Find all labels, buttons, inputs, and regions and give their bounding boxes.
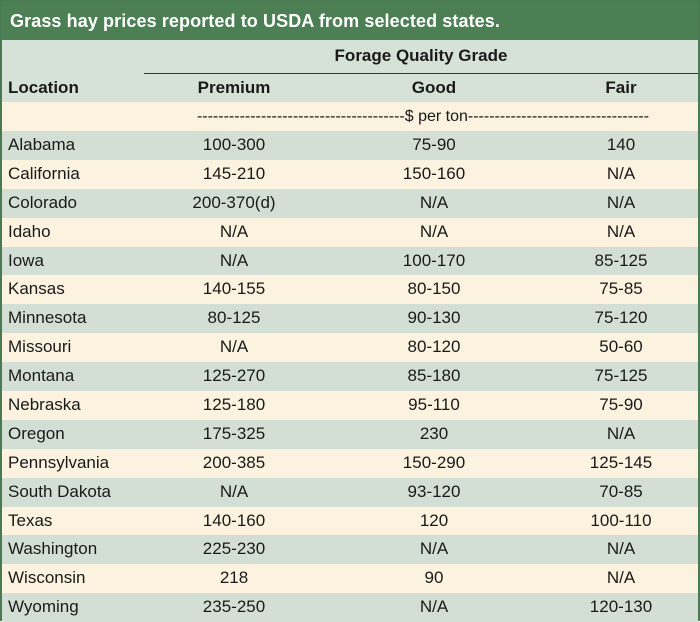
fair-cell: 50-60 bbox=[599, 337, 643, 357]
table-row: Washington 225-230 N/A N/A bbox=[2, 535, 698, 565]
table-row: South Dakota N/A 93-120 70-85 bbox=[2, 477, 698, 507]
fair-cell: N/A bbox=[606, 163, 636, 183]
fair-cell: 140 bbox=[606, 135, 636, 154]
premium-cell: 218 bbox=[219, 568, 249, 588]
location-cell: Wyoming bbox=[8, 597, 79, 617]
location-cell: Kansas bbox=[8, 279, 65, 299]
location-cell: South Dakota bbox=[8, 481, 112, 501]
fair-cell: 120-130 bbox=[589, 597, 653, 617]
premium-cell: 140-155 bbox=[202, 279, 266, 299]
location-cell: Colorado bbox=[8, 192, 77, 212]
good-cell: 85-180 bbox=[407, 366, 461, 386]
fair-cell: N/A bbox=[606, 423, 636, 443]
table-row: Colorado 200-370(d) N/A N/A bbox=[2, 188, 698, 218]
location-cell: California bbox=[8, 163, 80, 183]
good-cell: 100-170 bbox=[402, 250, 466, 270]
location-cell: Texas bbox=[8, 510, 53, 530]
premium-cell: 100-300 bbox=[202, 135, 266, 154]
location-cell: Missouri bbox=[8, 337, 72, 357]
table-row: Wisconsin 218 90 N/A bbox=[2, 564, 698, 594]
table-row: Texas 140-160 120 100-110 bbox=[2, 506, 698, 536]
units-row: ---------------------------------------$… bbox=[2, 102, 698, 131]
units-left-dashes: --------------------------------------- bbox=[196, 108, 405, 125]
forage-quality-grade-heading: Forage Quality Grade bbox=[334, 46, 508, 65]
table-row: Pennsylvania 200-385 150-290 125-145 bbox=[2, 448, 698, 478]
fair-cell: N/A bbox=[606, 221, 636, 241]
fair-cell: 125-145 bbox=[589, 452, 653, 472]
premium-cell: N/A bbox=[219, 337, 249, 357]
fair-cell: 70-85 bbox=[599, 481, 643, 501]
good-cell: 93-120 bbox=[407, 481, 461, 501]
premium-cell: N/A bbox=[219, 481, 249, 501]
table-row: Idaho N/A N/A N/A bbox=[2, 217, 698, 247]
table-row: Kansas 140-155 80-150 75-85 bbox=[2, 275, 698, 305]
good-cell: N/A bbox=[419, 539, 449, 559]
table-row: Oregon 175-325 230 N/A bbox=[2, 419, 698, 449]
location-cell: Montana bbox=[8, 366, 75, 386]
table-row: Missouri N/A 80-120 50-60 bbox=[2, 333, 698, 363]
table-row: Nebraska 125-180 95-110 75-90 bbox=[2, 391, 698, 420]
fair-cell: 75-90 bbox=[599, 395, 643, 415]
location-cell: Pennsylvania bbox=[8, 452, 110, 472]
premium-cell: 145-210 bbox=[202, 163, 266, 183]
table-header: Forage Quality Grade Location Premium Go… bbox=[2, 40, 698, 102]
location-cell: Minnesota bbox=[8, 308, 87, 328]
location-cell: Nebraska bbox=[8, 395, 81, 415]
premium-cell: 80-125 bbox=[207, 308, 261, 328]
fair-cell: 100-110 bbox=[590, 510, 652, 530]
table-row: Alabama 100-300 75-90 140 bbox=[2, 131, 698, 160]
premium-cell: 200-370(d) bbox=[192, 192, 276, 212]
header-divider bbox=[144, 73, 698, 74]
good-cell: 150-160 bbox=[402, 163, 466, 183]
location-cell: Idaho bbox=[8, 221, 51, 241]
fair-cell: 85-125 bbox=[594, 250, 648, 270]
premium-column-header: Premium bbox=[197, 78, 271, 97]
good-cell: N/A bbox=[419, 221, 449, 241]
good-column-header: Good bbox=[411, 78, 457, 97]
good-cell: 80-120 bbox=[407, 337, 461, 357]
location-cell: Oregon bbox=[8, 423, 65, 443]
units-right-dashes: ---------------------------------- bbox=[467, 108, 650, 125]
good-cell: 150-290 bbox=[402, 452, 466, 472]
premium-cell: 175-325 bbox=[202, 423, 266, 443]
good-cell: N/A bbox=[419, 597, 449, 617]
good-cell: N/A bbox=[419, 192, 449, 212]
premium-cell: N/A bbox=[219, 250, 249, 270]
table-row: Minnesota 80-125 90-130 75-120 bbox=[2, 304, 698, 334]
units-label: $ per ton bbox=[404, 108, 468, 125]
fair-cell: 75-85 bbox=[599, 279, 643, 299]
premium-cell: 125-180 bbox=[202, 395, 266, 415]
location-cell: Alabama bbox=[8, 135, 76, 154]
location-cell: Wisconsin bbox=[8, 568, 86, 588]
table-row: Iowa N/A 100-170 85-125 bbox=[2, 246, 698, 276]
premium-cell: 125-270 bbox=[202, 366, 266, 386]
fair-cell: 75-120 bbox=[594, 308, 648, 328]
table-row: California 145-210 150-160 N/A bbox=[2, 159, 698, 189]
good-cell: 230 bbox=[419, 423, 449, 443]
good-cell: 80-150 bbox=[407, 279, 461, 299]
table-title: Grass hay prices reported to USDA from s… bbox=[2, 2, 698, 40]
fair-column-header: Fair bbox=[605, 78, 637, 97]
good-cell: 75-90 bbox=[412, 135, 456, 154]
location-cell: Iowa bbox=[8, 250, 44, 270]
good-cell: 95-110 bbox=[408, 395, 460, 415]
location-cell: Washington bbox=[8, 539, 98, 559]
premium-cell: 200-385 bbox=[202, 452, 266, 472]
table-body: Alabama 100-300 75-90 140 California 145-210 1… bbox=[2, 131, 698, 622]
fair-cell: N/A bbox=[606, 568, 636, 588]
good-cell: 90 bbox=[424, 568, 444, 588]
table-row: Wyoming 235-250 N/A 120-130 bbox=[2, 593, 698, 622]
good-cell: 120 bbox=[419, 510, 449, 530]
premium-cell: N/A bbox=[219, 221, 249, 241]
table-row: Montana 125-270 85-180 75-125 bbox=[2, 362, 698, 392]
fair-cell: N/A bbox=[606, 192, 636, 212]
premium-cell: 235-250 bbox=[202, 597, 266, 617]
premium-cell: 140-160 bbox=[202, 510, 266, 530]
fair-cell: N/A bbox=[606, 539, 636, 559]
good-cell: 90-130 bbox=[407, 308, 461, 328]
premium-cell: 225-230 bbox=[202, 539, 266, 559]
location-column-header: Location bbox=[8, 78, 79, 97]
fair-cell: 75-125 bbox=[594, 366, 648, 386]
